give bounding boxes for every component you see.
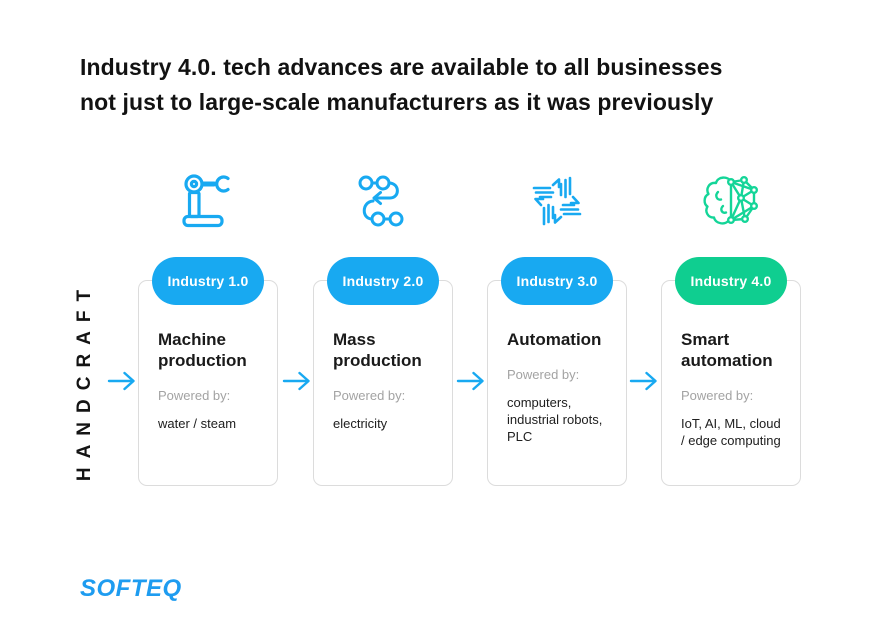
stage-title: Automation xyxy=(507,330,602,349)
stage-title: Smart automation xyxy=(681,330,773,370)
flow-arrow-2-to-3 xyxy=(456,370,486,392)
stage-badge-industry-4: Industry 4.0 xyxy=(675,257,787,305)
ai-brain-icon xyxy=(701,171,761,231)
stage-badge-industry-3: Industry 3.0 xyxy=(501,257,613,305)
page-title-line-1: Industry 4.0. tech advances are availabl… xyxy=(80,54,723,80)
powered-by-label: Powered by: xyxy=(333,388,406,403)
stage-badge-label: Industry 3.0 xyxy=(516,273,598,289)
page-title-line-2: not just to large-scale manufacturers as… xyxy=(80,89,714,115)
powered-by-value: computers, industrial robots, PLC xyxy=(507,395,603,444)
stage-badge-label: Industry 2.0 xyxy=(342,273,424,289)
robotic-arm-icon xyxy=(178,171,238,231)
handcraft-label-wrap: HANDCRAFT xyxy=(74,271,98,491)
stage-card-industry-1: Industry 1.0 Machine production Powered … xyxy=(138,257,278,486)
stage-badge-label: Industry 1.0 xyxy=(167,273,249,289)
powered-by-value: water / steam xyxy=(158,416,237,431)
page-title: Industry 4.0. tech advances are availabl… xyxy=(80,50,820,120)
softeq-logo: SOFTEQ xyxy=(80,575,182,602)
stage-card-industry-2: Industry 2.0 Mass production Powered by:… xyxy=(313,257,453,486)
flow-arrow-3-to-4 xyxy=(629,370,659,392)
stage-badge-label: Industry 4.0 xyxy=(690,273,772,289)
powered-by-value: electricity xyxy=(333,416,388,431)
handcraft-label: HANDCRAFT xyxy=(74,280,95,482)
stage-title: Machine production xyxy=(158,330,247,370)
stage-badge-industry-2: Industry 2.0 xyxy=(327,257,439,305)
automation-cycle-icon xyxy=(527,171,587,231)
stage-badge-industry-1: Industry 1.0 xyxy=(152,257,264,305)
stage-title: Mass production xyxy=(333,330,422,370)
flow-arrow-handcraft-to-1 xyxy=(107,370,137,392)
stage-card-industry-4: Industry 4.0 Smart automation Powered by… xyxy=(661,257,801,486)
powered-by-value: IoT, AI, ML, cloud / edge computing xyxy=(681,416,781,448)
powered-by-label: Powered by: xyxy=(507,367,580,382)
powered-by-label: Powered by: xyxy=(681,388,754,403)
stage-card-industry-3: Industry 3.0 Automation Powered by: comp… xyxy=(487,257,627,486)
process-flow-icon xyxy=(353,171,413,231)
powered-by-label: Powered by: xyxy=(158,388,231,403)
flow-arrow-1-to-2 xyxy=(282,370,312,392)
